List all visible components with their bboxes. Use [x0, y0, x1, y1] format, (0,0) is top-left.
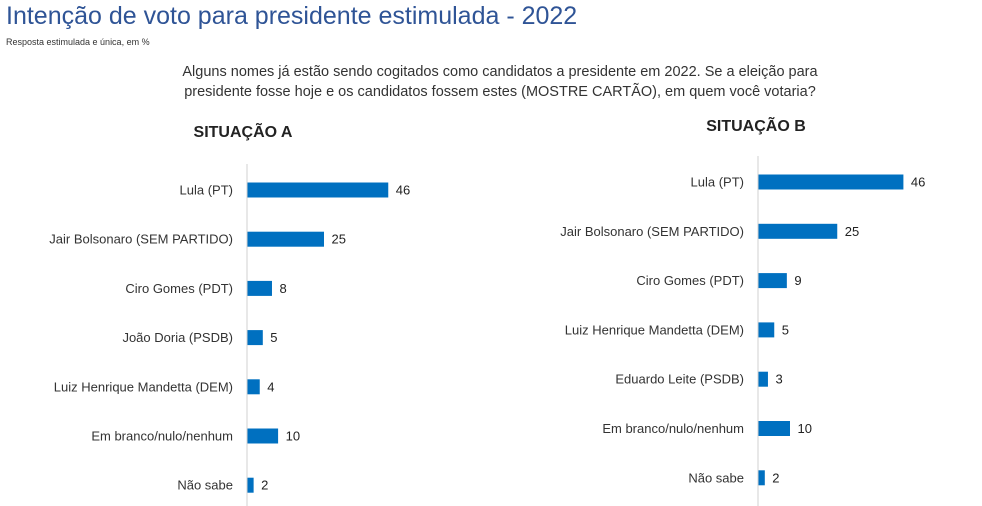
- bar-b-nao-sabe: [758, 470, 765, 486]
- value-label-a-lula-pt: 46: [396, 183, 410, 198]
- value-label-a-joao-doria-psdb: 5: [270, 330, 277, 345]
- bar-a-luiz-henrique-mandetta-dem: [247, 379, 260, 395]
- survey-question: Alguns nomes já estão sendo cogitados co…: [120, 62, 880, 102]
- category-label-b-luiz-henrique-mandetta-dem: Luiz Henrique Mandetta (DEM): [565, 322, 744, 337]
- bar-b-luiz-henrique-mandetta-dem: [758, 322, 775, 338]
- page-subtitle: Resposta estimulada e única, em %: [6, 37, 150, 47]
- bar-b-jair-bolsonaro-sem-partido: [758, 223, 838, 239]
- category-label-a-em-branco-nulo-nenhum: Em branco/nulo/nenhum: [91, 429, 233, 444]
- survey-question-line-1: Alguns nomes já estão sendo cogitados co…: [182, 64, 818, 80]
- category-label-a-joao-doria-psdb: João Doria (PSDB): [122, 330, 233, 345]
- value-label-a-ciro-gomes-pdt: 8: [279, 281, 286, 296]
- category-label-a-nao-sabe: Não sabe: [177, 478, 233, 493]
- value-label-b-eduardo-leite-psdb: 3: [775, 372, 782, 387]
- bar-a-em-branco-nulo-nenhum: [247, 428, 279, 444]
- bar-a-nao-sabe: [247, 477, 254, 493]
- value-label-b-luiz-henrique-mandetta-dem: 5: [782, 322, 789, 337]
- value-label-b-jair-bolsonaro-sem-partido: 25: [845, 224, 859, 239]
- value-label-b-em-branco-nulo-nenhum: 10: [798, 421, 812, 436]
- chart-situacao-b: SITUAÇÃO B Lula (PT) 46 Jair Bolsonaro (SEM…: [560, 115, 925, 506]
- bar-b-eduardo-leite-psdb: [758, 371, 768, 387]
- category-label-b-jair-bolsonaro-sem-partido: Jair Bolsonaro (SEM PARTIDO): [560, 224, 744, 239]
- value-label-b-nao-sabe: 2: [772, 470, 779, 485]
- chart-title-b: SITUAÇÃO B: [706, 115, 806, 135]
- bar-b-em-branco-nulo-nenhum: [758, 421, 790, 436]
- value-label-a-em-branco-nulo-nenhum: 10: [286, 429, 300, 444]
- bar-a-lula-pt: [247, 182, 389, 198]
- category-label-b-ciro-gomes-pdt: Ciro Gomes (PDT): [636, 273, 744, 288]
- chart-situacao-a: SITUAÇÃO A Lula (PT) 46 Jair Bolsonaro (SEM…: [49, 121, 410, 506]
- bar-a-ciro-gomes-pdt: [247, 280, 272, 296]
- survey-question-line-2: presidente fosse hoje e os candidatos fo…: [184, 84, 816, 100]
- value-label-b-lula-pt: 46: [911, 175, 925, 190]
- bar-b-ciro-gomes-pdt: [758, 273, 787, 289]
- category-label-b-lula-pt: Lula (PT): [691, 175, 744, 190]
- page-title: Intenção de voto para presidente estimul…: [6, 2, 578, 30]
- chart-title-a: SITUAÇÃO A: [194, 121, 293, 141]
- category-label-a-luiz-henrique-mandetta-dem: Luiz Henrique Mandetta (DEM): [54, 379, 233, 394]
- category-label-a-ciro-gomes-pdt: Ciro Gomes (PDT): [125, 281, 233, 296]
- value-label-a-nao-sabe: 2: [261, 478, 268, 493]
- category-label-b-eduardo-leite-psdb: Eduardo Leite (PSDB): [615, 372, 744, 387]
- category-label-a-lula-pt: Lula (PT): [180, 183, 233, 198]
- value-label-b-ciro-gomes-pdt: 9: [794, 273, 801, 288]
- value-label-a-luiz-henrique-mandetta-dem: 4: [267, 379, 274, 394]
- category-label-b-nao-sabe: Não sabe: [688, 470, 744, 485]
- value-label-a-jair-bolsonaro-sem-partido: 25: [332, 232, 346, 247]
- category-label-a-jair-bolsonaro-sem-partido: Jair Bolsonaro (SEM PARTIDO): [49, 232, 233, 247]
- bar-b-lula-pt: [758, 174, 904, 190]
- bar-a-joao-doria-psdb: [247, 330, 263, 346]
- category-label-b-em-branco-nulo-nenhum: Em branco/nulo/nenhum: [602, 421, 744, 436]
- bar-a-jair-bolsonaro-sem-partido: [247, 231, 324, 247]
